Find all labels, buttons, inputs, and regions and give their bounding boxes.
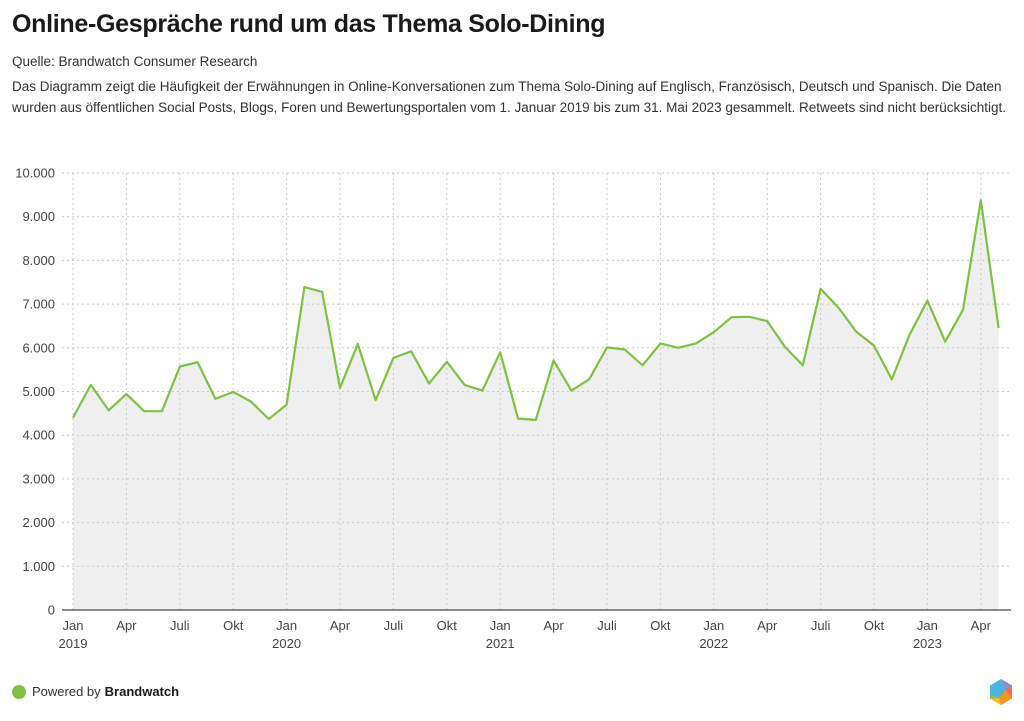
x-tick-label: Okt xyxy=(437,618,458,633)
y-tick-label: 5.000 xyxy=(22,384,55,399)
x-tick-year-label: 2019 xyxy=(59,636,88,651)
powered-by-footer: Powered by Brandwatch xyxy=(12,684,179,699)
x-tick-label: Apr xyxy=(330,618,351,633)
powered-by-text: Powered by xyxy=(32,684,101,699)
x-tick-year-label: 2023 xyxy=(913,636,942,651)
x-tick-label: Apr xyxy=(116,618,137,633)
x-tick-label: Juli xyxy=(597,618,617,633)
y-tick-label: 9.000 xyxy=(22,209,55,224)
x-tick-label: Okt xyxy=(650,618,671,633)
y-tick-label: 2.000 xyxy=(22,515,55,530)
y-tick-label: 10.000 xyxy=(15,166,55,181)
x-tick-label: Apr xyxy=(971,618,992,633)
series-line xyxy=(72,199,1000,421)
y-tick-label: 8.000 xyxy=(22,253,55,268)
x-tick-label: Jan xyxy=(490,618,511,633)
brandwatch-logo-icon xyxy=(990,679,1012,705)
y-axis-tick-labels: 0 1.000 2.000 3.000 4.000 5.000 6.000 7.000 8.00… xyxy=(15,166,55,618)
brand-name: Brandwatch xyxy=(104,684,180,699)
x-tick-label: Apr xyxy=(543,618,564,633)
y-tick-label: 0 xyxy=(48,603,55,618)
brandwatch-dot-icon xyxy=(12,684,26,699)
x-tick-label: Juli xyxy=(170,618,190,633)
y-tick-label: 3.000 xyxy=(22,471,55,486)
x-tick-year-label: 2022 xyxy=(699,636,728,651)
y-tick-label: 7.000 xyxy=(22,297,55,312)
x-tick-label: Juli xyxy=(811,618,831,633)
x-tick-label: Jan xyxy=(703,618,724,633)
x-tick-label: Apr xyxy=(757,618,778,633)
y-tick-label: 4.000 xyxy=(22,428,55,443)
x-tick-label: Jan xyxy=(917,618,938,633)
x-tick-year-label: 2021 xyxy=(486,636,515,651)
y-tick-label: 1.000 xyxy=(22,559,55,574)
x-axis-tick-labels: Jan 2019 Apr Juli Okt Jan 2020 Apr Juli Okt Jan 202… xyxy=(59,618,992,651)
x-tick-label: Juli xyxy=(384,618,404,633)
x-tick-label: Okt xyxy=(864,618,885,633)
x-tick-label: Jan xyxy=(276,618,297,633)
x-tick-label: Okt xyxy=(223,618,244,633)
source-note: Quelle: Brandwatch Consumer Research xyxy=(12,54,258,69)
x-tick-label: Jan xyxy=(63,618,84,633)
chart-title: Online-Gespräche rund um das Thema Solo-… xyxy=(12,10,606,38)
y-tick-label: 6.000 xyxy=(22,340,55,355)
x-tick-year-label: 2020 xyxy=(272,636,301,651)
series-area-fill xyxy=(73,200,999,610)
chart-description: Das Diagramm zeigt die Häufigkeit der Er… xyxy=(12,79,1007,115)
